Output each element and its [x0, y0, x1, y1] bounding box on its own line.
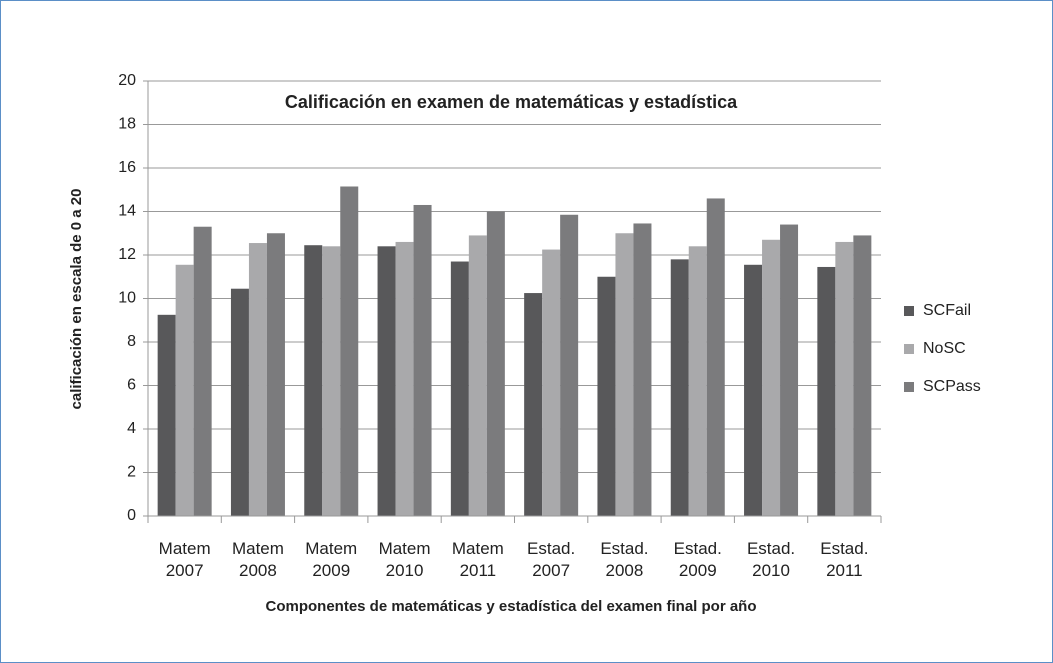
y-tick-label: 18 — [118, 116, 136, 133]
bar — [744, 264, 763, 516]
x-tick-label: Estad. 2011 — [820, 539, 869, 580]
bar — [524, 293, 543, 516]
bar — [450, 261, 469, 516]
bar — [542, 249, 561, 516]
x-tick-label: Matem 2007 — [158, 539, 211, 580]
y-tick-label: 10 — [118, 290, 136, 307]
legend-swatch — [904, 306, 914, 316]
bar — [468, 235, 487, 517]
x-tick-label: Matem 2009 — [305, 539, 358, 580]
legend-swatch — [904, 344, 914, 354]
y-tick-label: 2 — [127, 464, 136, 481]
legend-label: SCFail — [923, 302, 971, 319]
legend-swatch — [904, 382, 914, 392]
bar — [853, 235, 872, 517]
y-tick-label: 0 — [127, 507, 136, 524]
x-tick-label: Estad. 2007 — [527, 539, 576, 580]
bar — [193, 226, 212, 516]
bar — [413, 204, 432, 516]
y-tick-label: 6 — [127, 377, 136, 394]
bar — [377, 246, 396, 517]
y-tick-label: 14 — [118, 203, 136, 220]
bar — [230, 288, 249, 516]
bar — [597, 276, 616, 516]
legend-label: NoSC — [923, 340, 966, 357]
x-tick-label: Matem 2008 — [231, 539, 284, 580]
y-tick-label: 16 — [118, 159, 136, 176]
y-tick-label: 8 — [127, 333, 136, 350]
x-tick-label: Estad. 2008 — [600, 539, 649, 580]
bar — [395, 241, 414, 516]
bar — [266, 233, 285, 516]
bar — [175, 264, 194, 516]
bar — [706, 198, 725, 516]
bar — [688, 246, 707, 517]
bar — [486, 211, 505, 516]
bar — [835, 241, 854, 516]
bar — [817, 266, 836, 516]
bar — [615, 233, 634, 516]
x-axis-title: Componentes de matemáticas y estadística… — [266, 598, 757, 615]
bar — [157, 314, 176, 516]
bar — [248, 243, 267, 516]
x-tick-label: Estad. 2009 — [673, 539, 722, 580]
bar — [304, 245, 323, 516]
bar — [780, 224, 799, 517]
x-tick-label: Matem 2010 — [378, 539, 431, 580]
y-tick-label: 4 — [127, 420, 136, 437]
bar — [762, 239, 781, 516]
legend-label: SCPass — [923, 378, 981, 395]
bar — [560, 214, 579, 516]
bar — [322, 246, 341, 517]
chart-title: Calificación en examen de matemáticas y … — [285, 92, 738, 112]
bar — [340, 186, 359, 517]
x-tick-label: Estad. 2010 — [746, 539, 796, 580]
y-tick-label: 20 — [118, 72, 136, 89]
bar — [633, 223, 652, 516]
x-tick-label: Matem 2011 — [451, 539, 504, 580]
bar — [670, 259, 689, 516]
y-axis-title: calificación en escala de 0 a 20 — [68, 189, 85, 410]
y-tick-label: 12 — [118, 246, 136, 263]
